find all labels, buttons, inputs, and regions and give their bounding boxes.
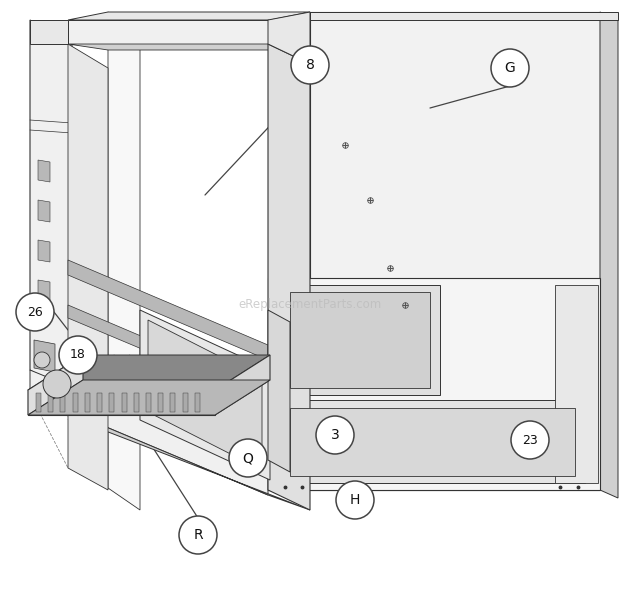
Polygon shape	[310, 12, 600, 490]
Text: eReplacementParts.com: eReplacementParts.com	[238, 298, 382, 311]
Polygon shape	[28, 390, 215, 415]
Circle shape	[336, 481, 374, 519]
Polygon shape	[68, 20, 270, 44]
Polygon shape	[68, 44, 310, 50]
Polygon shape	[290, 292, 430, 388]
Polygon shape	[38, 280, 50, 302]
Circle shape	[16, 293, 54, 331]
Polygon shape	[60, 393, 66, 412]
Text: 26: 26	[27, 306, 43, 319]
Polygon shape	[195, 393, 200, 412]
Polygon shape	[290, 408, 575, 476]
Polygon shape	[68, 305, 268, 402]
Polygon shape	[97, 393, 102, 412]
Text: 18: 18	[70, 348, 86, 362]
Polygon shape	[30, 20, 68, 44]
Text: R: R	[193, 528, 203, 542]
Polygon shape	[30, 370, 268, 495]
Circle shape	[229, 439, 267, 477]
Polygon shape	[268, 44, 310, 510]
Circle shape	[316, 416, 354, 454]
Polygon shape	[108, 12, 140, 510]
Polygon shape	[38, 200, 50, 222]
Polygon shape	[68, 260, 268, 360]
Polygon shape	[36, 393, 41, 412]
Circle shape	[491, 49, 529, 87]
Polygon shape	[30, 395, 310, 510]
Polygon shape	[268, 278, 600, 490]
Polygon shape	[215, 355, 270, 415]
Polygon shape	[600, 12, 618, 498]
Circle shape	[34, 352, 50, 368]
Polygon shape	[158, 393, 163, 412]
Polygon shape	[148, 320, 262, 470]
Polygon shape	[85, 393, 90, 412]
Circle shape	[59, 336, 97, 374]
Text: G: G	[505, 61, 515, 75]
Polygon shape	[28, 380, 270, 415]
Polygon shape	[30, 20, 72, 395]
Polygon shape	[48, 393, 53, 412]
Circle shape	[43, 370, 71, 398]
Polygon shape	[68, 44, 108, 490]
Polygon shape	[310, 12, 618, 20]
Polygon shape	[28, 355, 270, 390]
Polygon shape	[268, 310, 290, 472]
Polygon shape	[109, 393, 114, 412]
Polygon shape	[122, 393, 126, 412]
Text: 3: 3	[330, 428, 339, 442]
Polygon shape	[268, 12, 310, 64]
Circle shape	[511, 421, 549, 459]
Text: H: H	[350, 493, 360, 507]
Polygon shape	[555, 285, 598, 483]
Polygon shape	[280, 285, 440, 395]
Circle shape	[291, 46, 329, 84]
Text: 23: 23	[522, 434, 538, 446]
Circle shape	[179, 516, 217, 554]
Text: 8: 8	[306, 58, 314, 72]
Polygon shape	[140, 310, 270, 480]
Polygon shape	[280, 400, 585, 483]
Polygon shape	[34, 340, 55, 372]
Polygon shape	[38, 160, 50, 182]
Text: Q: Q	[242, 451, 254, 465]
Polygon shape	[28, 355, 83, 415]
Polygon shape	[182, 393, 188, 412]
Polygon shape	[68, 12, 310, 20]
Polygon shape	[38, 240, 50, 262]
Polygon shape	[170, 393, 175, 412]
Polygon shape	[146, 393, 151, 412]
Polygon shape	[73, 393, 78, 412]
Polygon shape	[134, 393, 139, 412]
